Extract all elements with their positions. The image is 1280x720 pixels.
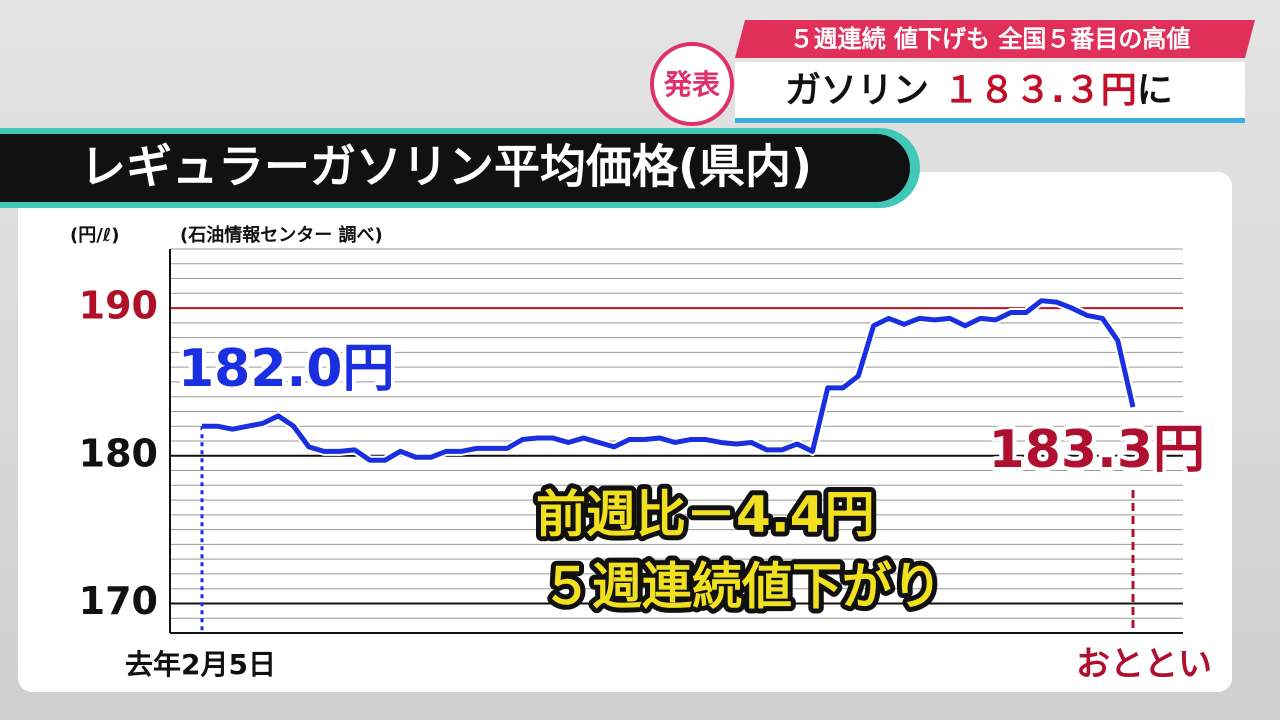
source-note: (石油情報センター 調べ) [180,224,383,246]
y-tick-label: 190 [79,284,158,328]
x-tick-label: 去年2月5日 [125,648,276,681]
caption-band [735,62,1245,118]
badge [650,42,734,126]
value-label: 183.3円 [989,420,1205,480]
headline: ５週連続 値下げも 全国５番目の高値 [790,25,1191,53]
badge-text: 発表 [663,68,720,101]
caption-stripe [735,118,1245,123]
value-label: 182.0円 [178,339,394,399]
y-axis-unit: (円/ℓ) [70,225,120,246]
x-tick-label: おととい [1076,645,1212,685]
headline-band [735,20,1255,58]
chart-title: レギュラーガソリン平均価格(県内) [80,140,812,194]
annotation: 前週比－4.4円 [536,486,875,544]
y-tick-label: 180 [79,431,158,475]
price-line [202,298,1136,463]
caption-pre: ガソリン [785,70,929,111]
caption: ガソリン １８３.３円に [785,70,1173,111]
title-bar [0,134,910,202]
panel [18,172,1232,692]
caption-price: １８３.３円 [943,70,1137,111]
y-tick-label: 170 [79,579,158,623]
annotation: ５週連続値下がり [542,558,942,616]
caption-post: に [1137,70,1173,111]
